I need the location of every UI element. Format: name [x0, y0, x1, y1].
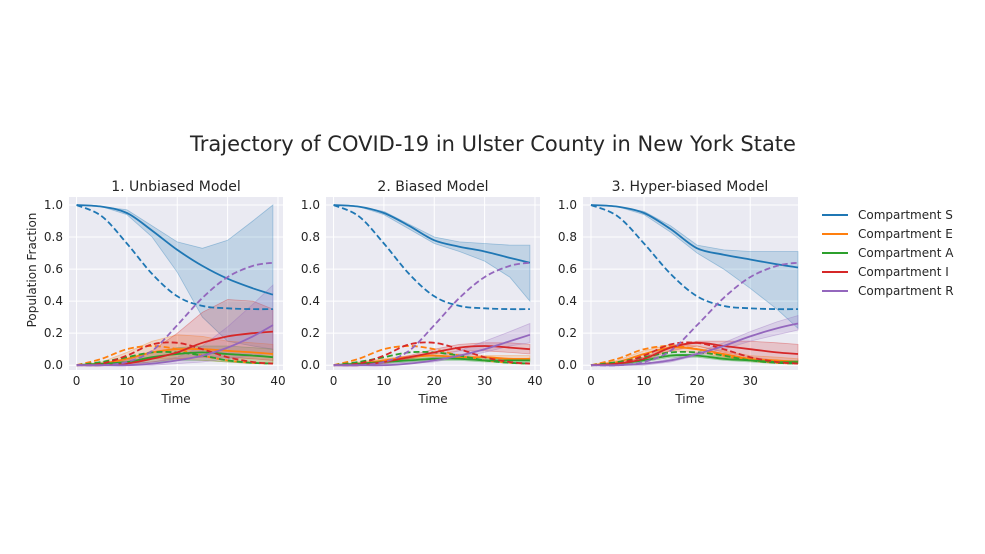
- y-tick-label: 0.8: [44, 230, 63, 244]
- x-tick-label: 40: [527, 374, 542, 388]
- panel-hyper-biased: 3. Hyper-biased Model Time 0 10 20 30 0.0 0.2…: [558, 179, 799, 406]
- x-tick-label: 10: [119, 374, 134, 388]
- y-tick-label: 1.0: [44, 198, 63, 212]
- legend-label: Compartment S: [858, 208, 953, 222]
- x-tick-label: 30: [743, 374, 758, 388]
- y-tick-label: 0.2: [558, 326, 577, 340]
- band-compartment-s: [590, 204, 799, 330]
- legend-label: Compartment A: [858, 246, 954, 260]
- x-tick-label: 0: [73, 374, 81, 388]
- x-tick-label: 20: [427, 374, 442, 388]
- line-compartment-i-dashed: [590, 341, 799, 367]
- panel-title: 1. Unbiased Model: [111, 179, 241, 195]
- y-axis-label: Population Fraction: [25, 213, 39, 328]
- legend: Compartment S Compartment E Compartment …: [822, 208, 954, 298]
- x-tick-label: 20: [170, 374, 185, 388]
- line-compartment-e-dashed: [333, 345, 530, 367]
- x-tick-label: 30: [220, 374, 235, 388]
- panel-title: 2. Biased Model: [377, 179, 488, 195]
- line-compartment-r-solid: [590, 322, 799, 367]
- line-compartment-s-solid: [590, 204, 799, 269]
- x-axis-label: Time: [674, 392, 704, 406]
- plot-area: [69, 197, 283, 370]
- line-compartment-s-solid: [333, 204, 531, 264]
- legend-label: Compartment E: [858, 227, 953, 241]
- y-tick-label: 0.2: [44, 326, 63, 340]
- y-tick-label: 0.4: [558, 294, 577, 308]
- y-tick-label: 0.8: [558, 230, 577, 244]
- line-compartment-s-dashed: [333, 204, 530, 311]
- y-tick-label: 0.4: [44, 294, 63, 308]
- y-tick-label: 0.2: [301, 326, 320, 340]
- band-compartment-r: [76, 284, 274, 366]
- y-tick-label: 0.8: [301, 230, 320, 244]
- y-tick-label: 0.6: [558, 262, 577, 276]
- legend-label: Compartment I: [858, 265, 949, 279]
- y-tick-label: 0.6: [44, 262, 63, 276]
- line-compartment-r-dashed: [76, 261, 274, 367]
- line-compartment-i-dashed: [333, 341, 530, 367]
- legend-label: Compartment R: [858, 284, 954, 298]
- x-tick-label: 20: [689, 374, 704, 388]
- y-tick-label: 0.4: [301, 294, 320, 308]
- plot-area: [583, 197, 798, 370]
- line-compartment-i-dashed: [76, 341, 273, 367]
- figure-title: Trajectory of COVID-19 in Ulster County …: [189, 132, 796, 156]
- line-compartment-e-dashed: [76, 345, 273, 367]
- x-tick-label: 30: [477, 374, 492, 388]
- y-tick-label: 0.0: [301, 358, 320, 372]
- y-tick-label: 0.0: [558, 358, 577, 372]
- x-tick-label: 40: [270, 374, 285, 388]
- band-compartment-s: [76, 204, 274, 350]
- line-compartment-s-solid: [76, 204, 274, 296]
- x-tick-label: 10: [636, 374, 651, 388]
- x-tick-label: 0: [330, 374, 338, 388]
- panel-unbiased: 1. Unbiased Model Time Population Fracti…: [25, 179, 286, 406]
- plot-area: [326, 197, 540, 370]
- y-tick-label: 0.0: [44, 358, 63, 372]
- line-compartment-a-solid: [76, 351, 273, 367]
- line-compartment-r-dashed: [333, 261, 531, 367]
- panel-title: 3. Hyper-biased Model: [612, 179, 769, 195]
- line-compartment-r-dashed: [590, 261, 799, 367]
- x-tick-label: 0: [587, 374, 595, 388]
- line-compartment-s-dashed: [76, 204, 273, 311]
- y-tick-label: 1.0: [301, 198, 320, 212]
- x-tick-label: 10: [376, 374, 391, 388]
- y-tick-label: 0.6: [301, 262, 320, 276]
- line-compartment-s-dashed: [590, 204, 799, 311]
- x-axis-label: Time: [417, 392, 447, 406]
- panel-biased: 2. Biased Model Time 0 10 20 30 40 0.0 0.2 0.4 0…: [301, 179, 543, 406]
- x-axis-label: Time: [160, 392, 190, 406]
- line-compartment-a-dashed: [590, 350, 799, 367]
- y-tick-label: 1.0: [558, 198, 577, 212]
